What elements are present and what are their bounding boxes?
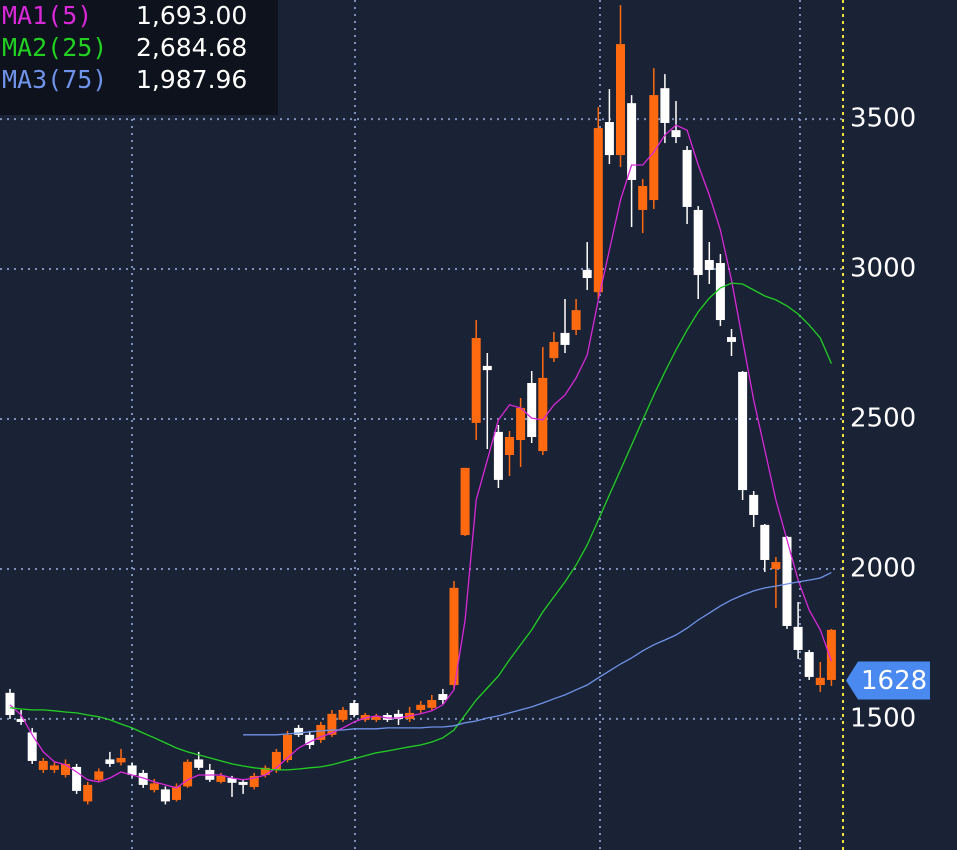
candle-body — [327, 713, 337, 735]
candle-body — [194, 759, 204, 768]
y-tick-label: 2500 — [850, 404, 916, 434]
candle-body — [83, 784, 93, 802]
candle-body — [449, 587, 459, 686]
candle-body — [27, 732, 37, 761]
candle-body — [616, 44, 625, 156]
candle-body — [660, 88, 670, 123]
candle-body — [793, 626, 803, 650]
candle-body — [172, 786, 181, 800]
candle-body — [149, 783, 159, 791]
candle-body — [249, 775, 259, 788]
candle-body — [5, 692, 15, 716]
legend-name: MA3(75) — [2, 65, 107, 94]
candle-body — [260, 767, 270, 776]
candle-body — [160, 789, 170, 802]
candle-body — [627, 103, 637, 180]
candle-body — [704, 260, 714, 270]
candle-body — [127, 765, 137, 776]
candle-body — [804, 652, 814, 677]
price-tag — [846, 661, 930, 700]
candle-body — [16, 718, 26, 722]
candle-body — [749, 494, 759, 515]
candle-body — [738, 371, 748, 491]
candle-body — [771, 562, 781, 569]
y-tick-label: 1500 — [850, 703, 916, 733]
legend-value: 1,693.00 — [136, 1, 247, 30]
candle-body — [571, 310, 581, 330]
candle-body — [105, 759, 115, 764]
legend-value: 2,684.68 — [136, 33, 247, 62]
candle-body — [760, 524, 770, 560]
candle-body — [94, 771, 104, 780]
candle-body — [427, 700, 437, 708]
legend-name: MA2(25) — [2, 33, 107, 62]
candle-body — [638, 185, 648, 210]
candle-body — [560, 332, 570, 345]
candle-body — [493, 431, 503, 480]
candle-body — [371, 715, 381, 720]
candle-body — [316, 724, 326, 740]
y-tick-label: 3000 — [850, 254, 916, 284]
candle-body — [116, 757, 126, 763]
candle-body — [61, 763, 70, 776]
ma-line — [243, 572, 832, 736]
legend-value: 1,987.96 — [136, 65, 247, 94]
candle-body — [349, 703, 359, 716]
candle-body — [72, 766, 82, 791]
candle-body — [271, 751, 281, 770]
ma-line — [9, 282, 832, 771]
candle-body — [527, 383, 537, 437]
candle-body — [238, 781, 248, 785]
candle-body — [49, 765, 59, 770]
candle-body — [671, 130, 681, 138]
candle-body — [482, 365, 492, 371]
candle-body — [516, 407, 526, 440]
candle-body — [138, 772, 148, 785]
ma-line — [9, 124, 833, 789]
candle-body — [283, 734, 292, 761]
candle-body — [471, 338, 481, 423]
candle-body — [183, 761, 193, 787]
candle-body — [416, 704, 426, 710]
candle-body — [538, 377, 548, 452]
candle-body — [338, 709, 348, 720]
candle-body — [549, 341, 559, 359]
candle-body — [394, 713, 403, 719]
price-tag-label: 1628 — [861, 666, 927, 696]
legend-box — [0, 0, 278, 115]
candle-body — [815, 677, 825, 686]
y-tick-label: 2000 — [850, 553, 916, 583]
candle-body — [782, 536, 792, 626]
legend-name: MA1(5) — [2, 1, 92, 30]
candle-body — [649, 95, 659, 201]
candle-body — [727, 337, 736, 342]
candle-body — [294, 727, 304, 735]
candle-body — [826, 629, 836, 680]
candle-body — [604, 122, 614, 156]
candle-body — [216, 775, 226, 782]
candle-body — [305, 734, 315, 746]
candle-body — [693, 209, 703, 276]
candle-body — [227, 778, 237, 783]
y-tick-label: 3500 — [850, 104, 916, 134]
candle-body — [505, 436, 514, 455]
candle-body — [460, 467, 470, 536]
candle-body — [715, 263, 725, 321]
candle-body — [682, 149, 692, 207]
candle-body — [593, 128, 603, 293]
candle-body — [438, 694, 448, 701]
candle-body — [38, 760, 48, 770]
candle-body — [582, 269, 592, 279]
